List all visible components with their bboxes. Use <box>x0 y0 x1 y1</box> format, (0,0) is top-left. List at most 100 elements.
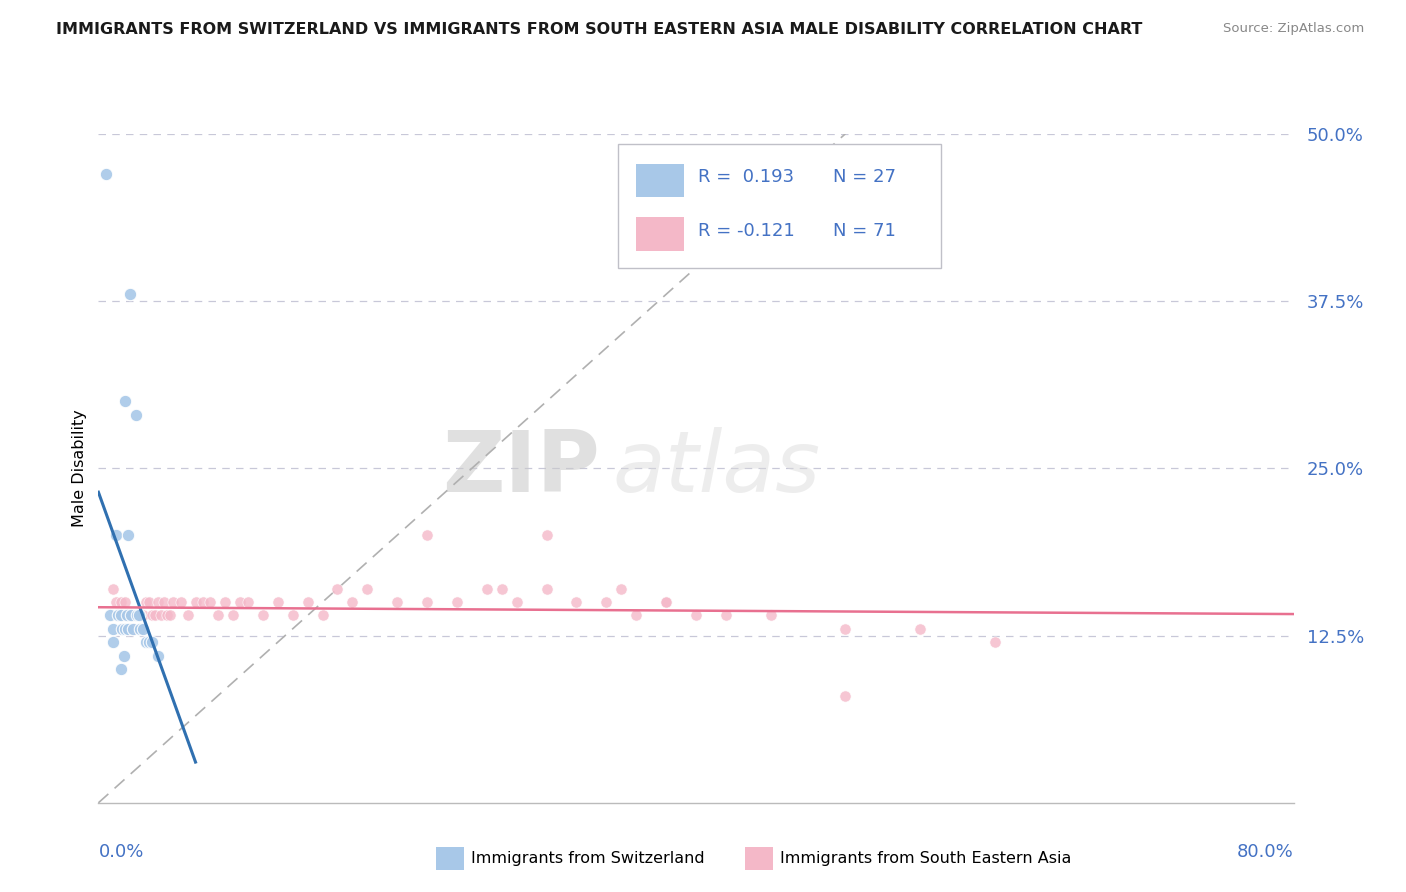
Point <box>110 622 132 636</box>
FancyBboxPatch shape <box>619 144 941 268</box>
Point <box>103 635 125 649</box>
Point <box>267 595 290 609</box>
Y-axis label: Male Disability: Male Disability <box>72 409 87 527</box>
Text: N = 71: N = 71 <box>834 222 896 240</box>
Point <box>108 608 131 623</box>
Point <box>125 408 148 422</box>
Point <box>159 608 181 623</box>
Point <box>118 608 141 623</box>
Point <box>385 595 409 609</box>
Text: Source: ZipAtlas.com: Source: ZipAtlas.com <box>1223 22 1364 36</box>
Point <box>281 608 304 623</box>
Point <box>356 582 378 596</box>
Point <box>655 595 678 609</box>
Point <box>416 528 439 542</box>
Point <box>115 608 138 623</box>
Point <box>110 608 132 623</box>
Point <box>138 635 160 649</box>
Point <box>103 622 125 636</box>
Point <box>110 662 132 676</box>
Point <box>110 595 132 609</box>
Point <box>908 622 931 636</box>
FancyBboxPatch shape <box>636 164 685 197</box>
Text: R = -0.121: R = -0.121 <box>699 222 796 240</box>
Point <box>595 595 617 609</box>
Point <box>112 648 135 663</box>
Point <box>117 608 139 623</box>
Point <box>114 394 136 409</box>
Point <box>610 582 633 596</box>
Point <box>105 595 128 609</box>
Point <box>114 622 136 636</box>
Point <box>129 608 152 623</box>
Point <box>624 608 647 623</box>
Point <box>229 595 252 609</box>
Point <box>111 622 134 636</box>
Point <box>94 167 117 181</box>
Point <box>565 595 588 609</box>
Text: Immigrants from Switzerland: Immigrants from Switzerland <box>471 852 704 866</box>
Point <box>141 635 163 649</box>
Point <box>121 622 143 636</box>
Point <box>120 608 142 623</box>
Point <box>252 608 274 623</box>
Point <box>148 595 170 609</box>
Point <box>129 622 152 636</box>
Point <box>121 622 143 636</box>
Point <box>117 622 139 636</box>
Point <box>834 689 856 703</box>
Point <box>326 582 349 596</box>
Point <box>138 595 160 609</box>
Point <box>342 595 364 609</box>
Point <box>128 608 150 623</box>
Text: R =  0.193: R = 0.193 <box>699 169 794 186</box>
Point <box>297 595 319 609</box>
Point <box>107 608 129 623</box>
Point <box>132 608 155 623</box>
Point <box>111 608 134 623</box>
Point <box>222 608 245 623</box>
Point <box>117 622 139 636</box>
Point <box>118 287 141 301</box>
Point <box>128 608 150 623</box>
Point <box>120 608 142 623</box>
Point <box>127 608 149 623</box>
Point <box>177 608 200 623</box>
Point <box>311 608 333 623</box>
Point <box>135 595 157 609</box>
Point <box>491 582 513 596</box>
Text: N = 27: N = 27 <box>834 169 897 186</box>
Point <box>169 595 191 609</box>
Point <box>207 608 229 623</box>
Text: IMMIGRANTS FROM SWITZERLAND VS IMMIGRANTS FROM SOUTH EASTERN ASIA MALE DISABILIT: IMMIGRANTS FROM SWITZERLAND VS IMMIGRANT… <box>56 22 1143 37</box>
Point <box>132 622 155 636</box>
Point <box>114 608 136 623</box>
Point <box>98 608 122 623</box>
Point <box>983 635 1005 649</box>
Point <box>834 622 856 636</box>
Point <box>191 595 214 609</box>
Point <box>184 595 207 609</box>
Point <box>143 608 166 623</box>
Point <box>125 608 148 623</box>
Point <box>156 608 179 623</box>
Point <box>214 595 236 609</box>
Point <box>150 608 173 623</box>
Point <box>536 528 558 542</box>
FancyBboxPatch shape <box>636 218 685 251</box>
Point <box>153 595 176 609</box>
Point <box>475 582 498 596</box>
Text: ZIP: ZIP <box>443 426 600 510</box>
Point <box>759 608 782 623</box>
Point <box>107 608 129 623</box>
Point <box>112 622 135 636</box>
Point <box>148 648 170 663</box>
Point <box>506 595 529 609</box>
Point <box>135 635 157 649</box>
Point <box>127 608 149 623</box>
Point <box>655 595 678 609</box>
Point <box>141 608 163 623</box>
Text: atlas: atlas <box>612 426 820 510</box>
Text: 0.0%: 0.0% <box>98 843 143 861</box>
Point <box>103 582 125 596</box>
